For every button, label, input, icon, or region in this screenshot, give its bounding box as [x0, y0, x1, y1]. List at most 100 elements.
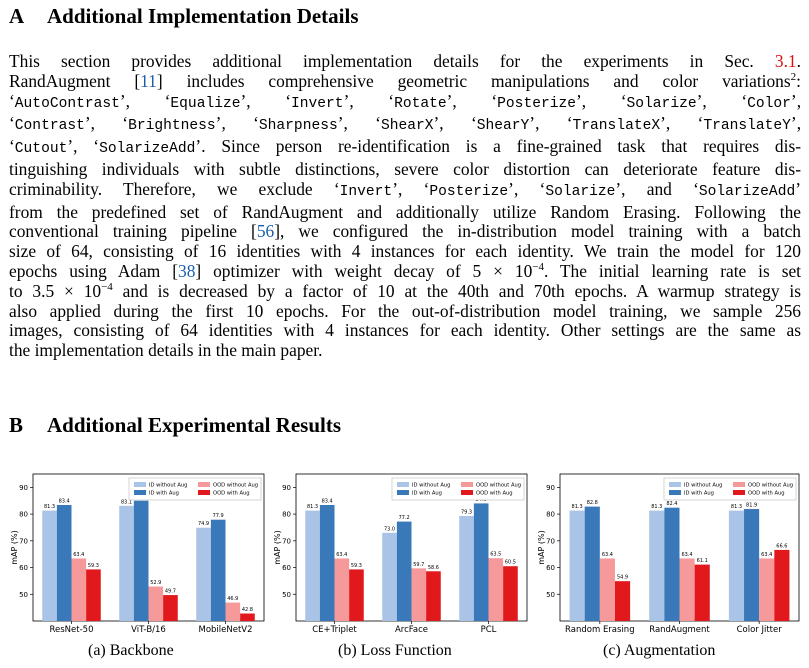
section-b-letter: B — [9, 413, 24, 437]
paragraph-line: ‘Contrast’, ‘Brightness’, ‘Sharpness’, ‘… — [9, 113, 801, 137]
augmentation-chart: 50 60 70 80 90 mAP (%) 81.3 82.8 63.4 54.9 Random … — [537, 473, 800, 635]
text-run: ’, ‘ — [240, 90, 292, 111]
legend-label: ID with Aug — [149, 491, 179, 497]
code-token: Sharpness — [258, 118, 338, 135]
y-tick-label: 80 — [546, 511, 555, 519]
legend-label: ID with Aug — [412, 491, 442, 497]
code-token: TranslateY — [703, 118, 791, 135]
data-label: 77.9 — [213, 513, 224, 519]
y-axis-label: mAP (%) — [537, 530, 546, 564]
data-label: 83.4 — [59, 499, 70, 505]
data-label: 79.3 — [461, 509, 472, 515]
legend-swatch — [733, 490, 745, 495]
data-label: 63.5 — [490, 552, 501, 558]
bar-id-without-aug — [728, 510, 745, 621]
bar-id-with-aug — [396, 521, 412, 621]
data-label: 61.1 — [697, 558, 708, 564]
text-run: tinguishing individuals with subtle dist… — [9, 158, 801, 179]
y-axis-label: mAP (%) — [273, 530, 282, 564]
text-run: ‘ — [9, 90, 15, 111]
bar-id-with-aug — [56, 505, 72, 621]
legend-label: OOD with Aug — [476, 491, 513, 497]
legend-label: ID without Aug — [684, 483, 722, 489]
y-tick-label: 50 — [546, 591, 555, 599]
x-tick-label: PCL — [481, 625, 497, 635]
code-token: Invert — [339, 183, 393, 200]
bar-ood-with-aug — [614, 581, 631, 621]
x-tick-label: MobileNetV2 — [198, 625, 252, 635]
data-label: 59.7 — [413, 562, 424, 568]
data-label: 58.6 — [428, 565, 439, 571]
text-run: ’, ‘ — [343, 90, 395, 111]
data-label: 46.9 — [227, 596, 238, 602]
bar-ood-with-aug — [426, 571, 441, 621]
bar-ood-without-aug — [225, 602, 241, 621]
data-label: 81.3 — [651, 504, 662, 510]
bar-id-with-aug — [133, 500, 149, 621]
text-run: . The initial learning rate is set — [543, 260, 802, 281]
bar-id-with-aug — [210, 519, 226, 621]
data-label: 49.7 — [165, 589, 176, 595]
legend-label: OOD with Aug — [213, 491, 250, 497]
paragraph-line: RandAugment [11] includes comprehensive … — [9, 70, 801, 92]
backbone-chart: 50 60 70 80 90 mAP (%) 81.3 83.4 63.4 59.3 ResNet-… — [10, 473, 265, 635]
bar-id-without-aug — [459, 515, 474, 621]
text-run: ’, ‘ — [529, 113, 573, 134]
bar-id-with-aug — [744, 509, 760, 621]
data-label: 81.3 — [572, 504, 583, 510]
bar-id-with-aug — [664, 507, 680, 621]
bar-ood-without-aug — [334, 558, 350, 621]
bar-ood-without-aug — [488, 558, 504, 621]
legend-swatch — [134, 482, 146, 487]
text-run: ’, ‘ — [433, 113, 477, 134]
section-a-letter: A — [9, 4, 25, 28]
legend-swatch — [397, 482, 409, 487]
legend-label: OOD with Aug — [748, 491, 785, 497]
text-run: ’, ‘ — [696, 90, 748, 111]
section-a-title: Additional Implementation Details — [47, 4, 359, 28]
data-label: 77.2 — [399, 515, 410, 521]
text-run: also applied during the first 10 epochs.… — [9, 300, 801, 321]
y-tick-label: 70 — [546, 537, 555, 545]
text-run: ’, ‘ — [84, 113, 129, 134]
x-tick-label: CE+Triplet — [312, 625, 357, 635]
legend-label: ID without Aug — [149, 483, 187, 489]
text-run: the implementation details in the main p… — [9, 340, 323, 361]
citation-link[interactable]: 11 — [140, 70, 157, 91]
x-tick-label: ResNet-50 — [50, 625, 94, 635]
data-label: 63.4 — [602, 552, 613, 558]
y-tick-label: 90 — [282, 484, 291, 492]
code-token: ShearY — [476, 118, 530, 135]
bar-ood-without-aug — [679, 558, 695, 621]
bar-ood-without-aug — [411, 568, 427, 621]
section-ref-link[interactable]: 3.1 — [774, 51, 797, 71]
bar-ood-without-aug — [71, 558, 87, 621]
legend-box — [663, 477, 797, 501]
section-b-title: Additional Experimental Results — [47, 413, 342, 437]
legend-swatch — [669, 482, 681, 487]
legend-label: OOD without Aug — [476, 483, 521, 489]
code-token: Brightness — [128, 118, 216, 135]
legend-swatch — [198, 490, 210, 495]
text-run: conventional training pipeline [ — [9, 221, 257, 242]
text-run: ’, ‘ — [392, 178, 430, 199]
legend-label: OOD without Aug — [748, 483, 793, 489]
code-token: Posterize — [429, 183, 509, 200]
data-label: 74.9 — [198, 521, 209, 527]
bar-id-with-aug — [584, 506, 600, 621]
citation-link[interactable]: 38 — [178, 260, 196, 281]
data-label: 42.8 — [242, 607, 253, 613]
loss-function-caption: (b) Loss Function — [338, 642, 452, 659]
legend-label: OOD without Aug — [213, 483, 258, 489]
legend-swatch — [461, 482, 473, 487]
citation-link[interactable]: 56 — [256, 221, 275, 242]
y-axis-label: mAP (%) — [10, 530, 19, 564]
x-tick-label: Random Erasing — [565, 625, 635, 635]
code-token: TranslateX — [572, 118, 661, 135]
data-label: 54.9 — [617, 575, 628, 581]
code-token: SolarizeAdd — [99, 141, 196, 158]
y-tick-label: 60 — [282, 564, 291, 572]
y-tick-label: 90 — [546, 484, 555, 492]
text-run: and is decreased by a factor of 10 at th… — [112, 280, 801, 301]
legend-swatch — [669, 490, 681, 495]
